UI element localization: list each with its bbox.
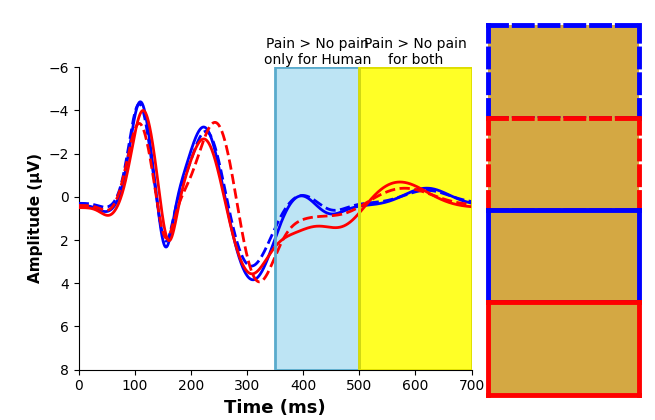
- X-axis label: Time (ms): Time (ms): [224, 399, 326, 417]
- Bar: [360, 67, 472, 370]
- Y-axis label: Amplitude (μV): Amplitude (μV): [28, 153, 43, 284]
- Bar: [275, 67, 360, 370]
- Bar: [360, 67, 472, 370]
- Bar: [275, 67, 360, 370]
- Text: Pain > No pain
for both: Pain > No pain for both: [364, 37, 467, 67]
- Text: Pain > No pain
only for Human: Pain > No pain only for Human: [263, 37, 371, 67]
